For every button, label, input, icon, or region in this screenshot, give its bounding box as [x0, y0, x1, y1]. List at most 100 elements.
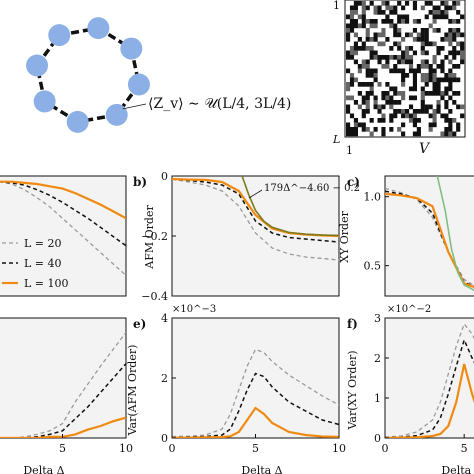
ring-node: [87, 17, 110, 40]
matrix-cell: [389, 23, 394, 29]
matrix-cell: [401, 37, 406, 42]
matrix-cell: [369, 118, 374, 123]
matrix-cell: [412, 77, 417, 83]
matrix-cell: [369, 91, 374, 96]
matrix-cell: [349, 55, 355, 60]
panel-a: [0, 175, 127, 297]
matrix-cell: [412, 118, 417, 123]
matrix-cell: [365, 5, 370, 11]
xtick-label: 0: [169, 442, 176, 455]
matrix-cell: [361, 5, 366, 11]
matrix-cell: [357, 122, 362, 128]
matrix-cell: [420, 109, 425, 114]
xtick-label: 5: [461, 442, 468, 455]
matrix-cell: [460, 41, 465, 47]
matrix-cell: [361, 19, 366, 24]
panel-label-f: f): [347, 317, 358, 331]
matrix-cell: [460, 46, 465, 51]
xlabel-d: Delta Δ: [23, 464, 64, 474]
matrix-cell: [401, 82, 406, 87]
matrix-cell: [361, 10, 366, 15]
matrix-cell: [397, 68, 402, 74]
matrix-cell: [361, 122, 366, 128]
matrix-cell: [353, 59, 358, 65]
matrix-cell: [432, 91, 437, 96]
matrix-cell: [460, 59, 465, 65]
matrix-cell: [424, 91, 429, 96]
matrix-cell: [436, 64, 441, 69]
matrix-cell: [365, 104, 370, 110]
matrix-cell: [448, 82, 453, 87]
ytick-label: 0.5: [364, 260, 382, 273]
matrix-cell: [452, 1, 457, 6]
matrix-cell: [444, 127, 449, 132]
exponent-f: ×10^−2: [387, 304, 431, 315]
matrix-cell: [408, 46, 414, 51]
matrix-cell: [377, 82, 382, 87]
matrix-cell: [381, 10, 386, 15]
matrix-cell: [373, 10, 378, 15]
matrix-cell: [373, 77, 378, 83]
matrix-cell: [377, 10, 382, 15]
matrix-cell: [401, 131, 406, 137]
annotation-arrow: [248, 189, 263, 199]
matrix-cell: [448, 95, 453, 101]
ring-node: [127, 73, 150, 96]
matrix-cell: [397, 55, 402, 60]
xlabel-f: Delta Δ: [441, 464, 474, 474]
matrix-cell: [428, 127, 433, 132]
matrix-cell: [424, 109, 429, 114]
matrix-cell: [405, 50, 410, 56]
matrix-cell: [393, 41, 398, 47]
matrix-cell: [428, 113, 433, 119]
matrix-cell: [405, 46, 410, 51]
matrix-cell: [408, 86, 414, 92]
matrix-cell: [424, 82, 429, 87]
matrix-col-label: V: [419, 141, 431, 157]
matrix-cell: [444, 73, 449, 78]
matrix-cell: [424, 50, 429, 56]
matrix-cell: [357, 1, 362, 6]
matrix-cell: [365, 59, 370, 65]
matrix-cell: [369, 50, 374, 56]
matrix-cell: [369, 1, 374, 6]
ring-graph: [26, 17, 150, 133]
matrix-cell: [420, 50, 425, 56]
matrix-cell: [428, 1, 433, 6]
ring-node: [105, 103, 128, 126]
matrix-cell: [381, 1, 386, 6]
matrix-cell: [448, 86, 453, 92]
xlabel-e: Delta Δ: [241, 464, 282, 474]
matrix-cell: [412, 86, 417, 92]
series-a-l20: [0, 181, 126, 276]
matrix-cell: [397, 46, 402, 51]
distribution-formula: ⟨Z_v⟩ ∼ 𝒰(L/4, 3L/4): [148, 96, 291, 112]
matrix-cell: [401, 50, 406, 56]
matrix-cell: [349, 28, 355, 33]
matrix-cell: [405, 1, 410, 6]
series-d-l40: [0, 363, 126, 438]
matrix-cell: [420, 5, 425, 11]
matrix-cell: [432, 77, 437, 83]
matrix-cell: [440, 37, 445, 42]
xtick-label: 0: [382, 442, 389, 455]
matrix-cell: [424, 64, 429, 69]
matrix-cell: [357, 46, 362, 51]
matrix-cell: [346, 109, 351, 114]
matrix-cell: [428, 41, 433, 47]
legend: L = 20 L = 40 L = 100: [2, 237, 69, 290]
panel-e: 4 2 00 5 10: [161, 312, 346, 455]
ring-node: [26, 54, 49, 77]
matrix-cell: [353, 5, 358, 11]
matrix-cell: [436, 14, 441, 20]
matrix-cell: [401, 19, 406, 24]
matrix-cell: [424, 59, 429, 65]
panel-b: 0 −0.2 −0.4: [141, 170, 340, 303]
panel-label-b: b): [133, 175, 147, 189]
matrix-cell: [440, 131, 445, 137]
matrix-cell: [373, 5, 378, 11]
matrix-cell: [416, 127, 421, 132]
matrix-cell: [365, 127, 370, 132]
matrix-cell: [389, 100, 394, 105]
matrix-cell: [424, 77, 429, 83]
